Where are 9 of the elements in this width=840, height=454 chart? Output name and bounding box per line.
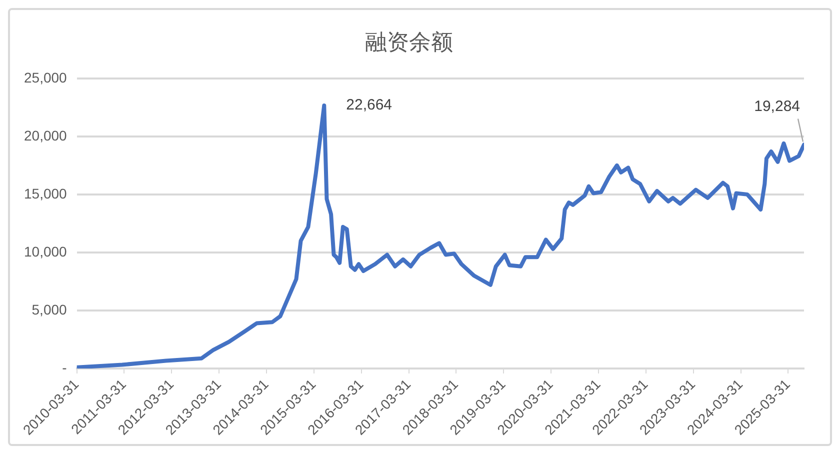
annotation: 19,284	[754, 98, 800, 115]
y-tick-label: 15,000	[24, 185, 68, 202]
y-tick-label: 25,000	[24, 69, 68, 86]
y-tick-label: 5,000	[32, 301, 68, 318]
annotation: 22,664	[346, 96, 392, 114]
y-tick-label: 20,000	[24, 127, 68, 144]
y-tick-label: -	[62, 359, 68, 376]
y-tick-label: 10,000	[24, 243, 68, 260]
chart-title: 融资余额	[365, 29, 453, 54]
